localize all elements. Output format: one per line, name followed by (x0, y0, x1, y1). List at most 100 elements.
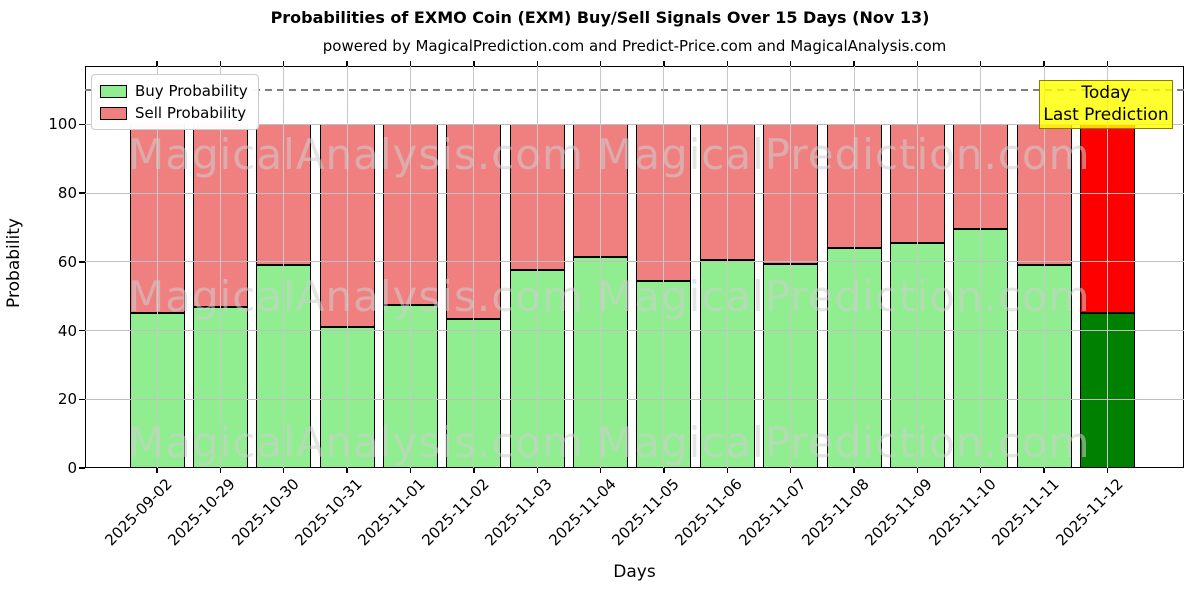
x-tick-label: 2025-11-12 (1051, 475, 1127, 550)
x-tick-mark-bottom (916, 468, 919, 473)
x-tick-mark-bottom (473, 468, 475, 473)
x-tick-mark-top (599, 61, 602, 66)
x-tick-mark-top (219, 61, 222, 66)
dashed-reference-line (85, 89, 1184, 92)
x-tick-mark-top (726, 61, 728, 66)
watermark-text: MagicalPrediction.com (597, 130, 1091, 179)
v-gridline (346, 66, 348, 468)
x-tick-mark-bottom (219, 468, 222, 473)
x-tick-mark-bottom (789, 468, 792, 473)
today-annotation-line2: Last Prediction (1043, 104, 1169, 125)
x-tick-mark-top (409, 61, 412, 66)
y-tick-mark (79, 329, 85, 332)
h-gridline (85, 398, 1184, 400)
y-tick-mark (79, 261, 85, 263)
today-annotation-line1: Today (1081, 83, 1131, 104)
h-gridline (85, 330, 1184, 332)
y-tick-mark (79, 192, 85, 194)
sell-swatch (100, 106, 127, 120)
x-tick-mark-top (1043, 61, 1045, 66)
x-tick-mark-top (536, 61, 538, 66)
x-axis-label: Days (613, 562, 656, 582)
legend-sell-label: Sell Probability (135, 104, 247, 122)
x-tick-label: 2025-10-31 (291, 475, 366, 550)
v-gridline (473, 66, 475, 468)
v-gridline (600, 66, 602, 468)
x-tick-mark-bottom (726, 468, 728, 473)
x-tick-mark-bottom (1106, 468, 1109, 473)
x-tick-label: 2025-11-09 (861, 475, 937, 550)
x-tick-label: 2025-11-07 (735, 475, 810, 550)
buy-swatch (100, 84, 127, 98)
watermark-text: MagicalPrediction.com (597, 272, 1091, 321)
x-tick-mark-top (789, 61, 792, 66)
legend-buy-label: Buy Probability (135, 82, 248, 100)
x-tick-label: 2025-11-01 (354, 475, 430, 550)
x-tick-label: 2025-11-02 (418, 475, 493, 550)
x-tick-mark-top (916, 61, 919, 66)
x-tick-mark-top (346, 61, 348, 66)
x-tick-label: 2025-11-06 (671, 475, 747, 550)
legend: Buy Probability Sell Probability (91, 74, 259, 130)
x-tick-mark-top (473, 61, 475, 66)
v-gridline (726, 66, 728, 468)
v-gridline (1107, 66, 1108, 468)
x-tick-mark-bottom (663, 468, 665, 473)
chart-title: Probabilities of EXMO Coin (EXM) Buy/Sel… (270, 8, 930, 27)
x-tick-mark-top (663, 61, 665, 66)
y-tick-label: 60 (57, 252, 77, 271)
x-tick-mark-bottom (156, 468, 158, 473)
x-tick-mark-bottom (853, 468, 855, 473)
v-gridline (916, 66, 918, 468)
x-tick-label: 2025-11-10 (925, 475, 1000, 550)
watermark-text: MagicalAnalysis.com (128, 130, 584, 179)
x-tick-mark-top (980, 61, 982, 66)
v-gridline (853, 66, 855, 468)
x-tick-mark-bottom (980, 468, 982, 473)
x-tick-label: 2025-10-30 (228, 475, 303, 550)
v-gridline (409, 66, 411, 468)
x-tick-mark-top (1106, 61, 1109, 66)
y-tick-mark (79, 398, 85, 400)
y-tick-label: 20 (57, 390, 77, 409)
x-tick-mark-bottom (283, 468, 285, 473)
v-gridline (219, 66, 221, 468)
y-tick-label: 100 (48, 115, 77, 134)
watermark-text: MagicalAnalysis.com (128, 272, 584, 321)
chart-subtitle: powered by MagicalPrediction.com and Pre… (322, 37, 947, 55)
legend-item-sell: Sell Probability (100, 102, 248, 124)
x-tick-mark-bottom (536, 468, 538, 473)
y-tick-mark (79, 123, 85, 126)
h-gridline (85, 123, 1184, 125)
x-tick-mark-bottom (409, 468, 412, 473)
h-gridline (85, 261, 1184, 263)
x-tick-label: 2025-11-05 (608, 475, 683, 550)
x-tick-label: 2025-09-02 (101, 475, 176, 550)
today-annotation: Today Last Prediction (1039, 80, 1173, 129)
x-tick-mark-top (853, 61, 855, 66)
y-axis-label: Probability (4, 218, 24, 308)
x-tick-label: 2025-10-29 (164, 475, 240, 550)
watermark-text: MagicalAnalysis.com (128, 418, 584, 467)
x-tick-label: 2025-11-04 (544, 475, 620, 550)
watermark-text: MagicalPrediction.com (597, 418, 1091, 467)
y-tick-mark (79, 467, 85, 469)
v-gridline (980, 66, 982, 468)
x-tick-mark-top (283, 61, 285, 66)
x-tick-label: 2025-11-11 (988, 475, 1063, 550)
v-gridline (663, 66, 665, 468)
y-tick-label: 0 (67, 459, 77, 477)
x-tick-mark-bottom (1043, 468, 1045, 473)
x-tick-mark-bottom (346, 468, 348, 473)
v-gridline (1043, 66, 1045, 468)
v-gridline (536, 66, 538, 468)
y-tick-label: 80 (57, 184, 77, 203)
v-gridline (790, 66, 792, 468)
v-gridline (283, 66, 285, 468)
x-tick-label: 2025-11-03 (481, 475, 556, 550)
legend-item-buy: Buy Probability (100, 80, 248, 102)
x-tick-mark-bottom (599, 468, 602, 473)
x-tick-mark-top (156, 61, 158, 66)
v-gridline (156, 66, 158, 468)
